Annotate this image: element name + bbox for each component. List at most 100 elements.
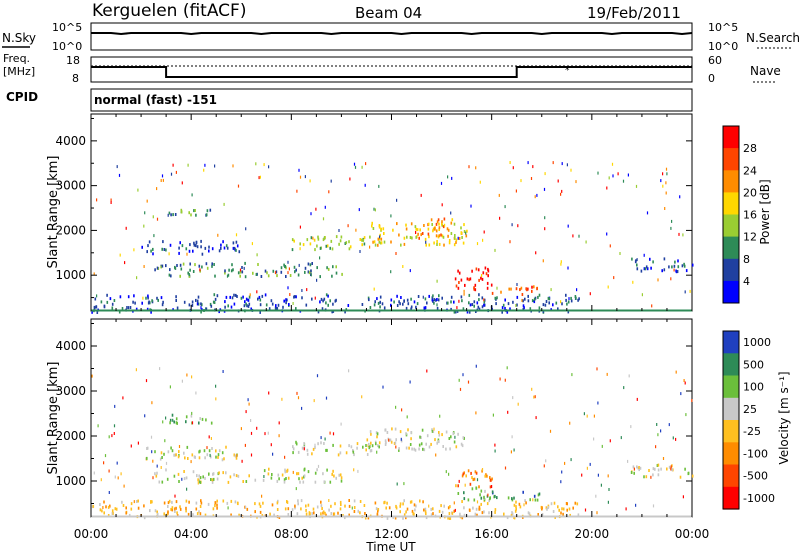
- heatmap-cell: [331, 310, 333, 314]
- heatmap-cell: [581, 473, 583, 477]
- cpid-box: [90, 88, 693, 112]
- heatmap-cell: [284, 507, 287, 511]
- heatmap-cell: [379, 305, 381, 309]
- heatmap-cell: [534, 395, 536, 399]
- heatmap-cell: [114, 404, 116, 408]
- nsearch-tick-top: 10^5: [708, 21, 738, 34]
- heatmap-cell: [679, 195, 681, 199]
- heatmap-cell: [426, 369, 428, 373]
- heatmap-cell: [406, 507, 409, 511]
- heatmap-cell: [328, 190, 330, 194]
- heatmap-cell: [168, 273, 171, 277]
- heatmap-cell: [666, 172, 668, 176]
- heatmap-cell: [147, 296, 149, 300]
- heatmap-cell: [507, 496, 510, 500]
- heatmap-cell: [433, 241, 435, 245]
- heatmap-cell: [297, 273, 300, 277]
- heatmap-cell: [641, 293, 643, 297]
- heatmap-cell: [243, 266, 245, 270]
- heatmap-cell: [145, 379, 148, 383]
- heatmap-cell: [596, 367, 598, 371]
- heatmap-cell: [301, 446, 304, 450]
- heatmap-cell: [322, 217, 325, 221]
- heatmap-cell: [558, 508, 560, 512]
- heatmap-cell: [120, 472, 122, 476]
- colorbar-tick-label: -1000: [743, 492, 775, 505]
- heatmap-cell: [244, 443, 246, 447]
- heatmap-cell: [317, 237, 320, 241]
- heatmap-cell: [299, 242, 301, 246]
- velocity-plot-frame: [90, 318, 693, 518]
- heatmap-cell: [121, 500, 123, 504]
- heatmap-cell: [123, 484, 125, 488]
- heatmap-cell: [665, 191, 667, 195]
- heatmap-cell: [428, 294, 430, 298]
- heatmap-cell: [395, 504, 397, 508]
- heatmap-cell: [379, 233, 381, 237]
- heatmap-cell: [636, 263, 638, 267]
- heatmap-cell: [322, 238, 325, 242]
- heatmap-cell: [671, 464, 673, 468]
- heatmap-cell: [304, 175, 306, 179]
- heatmap-cell: [472, 478, 475, 482]
- heatmap-cell: [410, 297, 412, 301]
- heatmap-cell: [597, 171, 599, 175]
- heatmap-cell: [211, 478, 214, 482]
- heatmap-cell: [174, 453, 176, 457]
- heatmap-cell: [175, 506, 177, 510]
- colorbar-tick-label: 12: [743, 231, 757, 244]
- heatmap-cell: [339, 500, 342, 504]
- heatmap-cell: [212, 300, 215, 304]
- power-colorbar-label: Power [dB]: [758, 179, 772, 244]
- heatmap-cell: [369, 306, 372, 309]
- heatmap-cell: [278, 477, 280, 481]
- heatmap-cell: [454, 435, 456, 439]
- heatmap-cell: [210, 437, 212, 440]
- heatmap-cell: [364, 516, 367, 520]
- heatmap-cell: [141, 245, 143, 249]
- heatmap-cell: [519, 288, 521, 292]
- heatmap-cell: [244, 275, 247, 279]
- heatmap-cell: [95, 305, 98, 309]
- heatmap-cell: [353, 506, 356, 509]
- heatmap-cell: [339, 239, 342, 243]
- heatmap-cell: [478, 278, 480, 282]
- heatmap-cell: [113, 424, 116, 428]
- heatmap-cell: [403, 236, 406, 240]
- heatmap-cell: [685, 269, 688, 273]
- heatmap-cell: [135, 500, 138, 503]
- heatmap-cell: [395, 405, 397, 409]
- heatmap-cell: [160, 451, 163, 455]
- heatmap-cell: [187, 271, 189, 275]
- heatmap-cell: [601, 444, 603, 448]
- heatmap-cell: [436, 303, 438, 307]
- heatmap-cell: [326, 244, 329, 248]
- heatmap-cell: [376, 435, 378, 439]
- heatmap-cell: [400, 437, 402, 441]
- heatmap-cell: [415, 305, 417, 309]
- heatmap-cell: [552, 510, 555, 513]
- heatmap-cell: [491, 291, 494, 295]
- heatmap-cell: [197, 295, 200, 299]
- colorbar-frame: [722, 330, 740, 510]
- heatmap-cell: [470, 471, 472, 475]
- heatmap-cell: [190, 460, 192, 464]
- heatmap-cell: [457, 432, 459, 436]
- station-title: Kerguelen (fitACF): [92, 1, 246, 21]
- heatmap-cell: [175, 170, 177, 174]
- heatmap-cell: [179, 505, 181, 509]
- y-tick-label: 1000: [55, 474, 86, 488]
- heatmap-cell: [259, 303, 262, 307]
- heatmap-cell: [566, 163, 568, 167]
- heatmap-cell: [165, 468, 167, 472]
- heatmap-cell: [495, 302, 497, 306]
- heatmap-cell: [93, 306, 96, 310]
- heatmap-cell: [547, 505, 550, 509]
- heatmap-cell: [169, 418, 172, 422]
- heatmap-cell: [329, 431, 331, 435]
- heatmap-cell: [248, 474, 250, 478]
- heatmap-cell: [568, 507, 571, 511]
- heatmap-cell: [480, 502, 482, 506]
- heatmap-cell: [225, 295, 228, 299]
- heatmap-cell: [247, 304, 250, 308]
